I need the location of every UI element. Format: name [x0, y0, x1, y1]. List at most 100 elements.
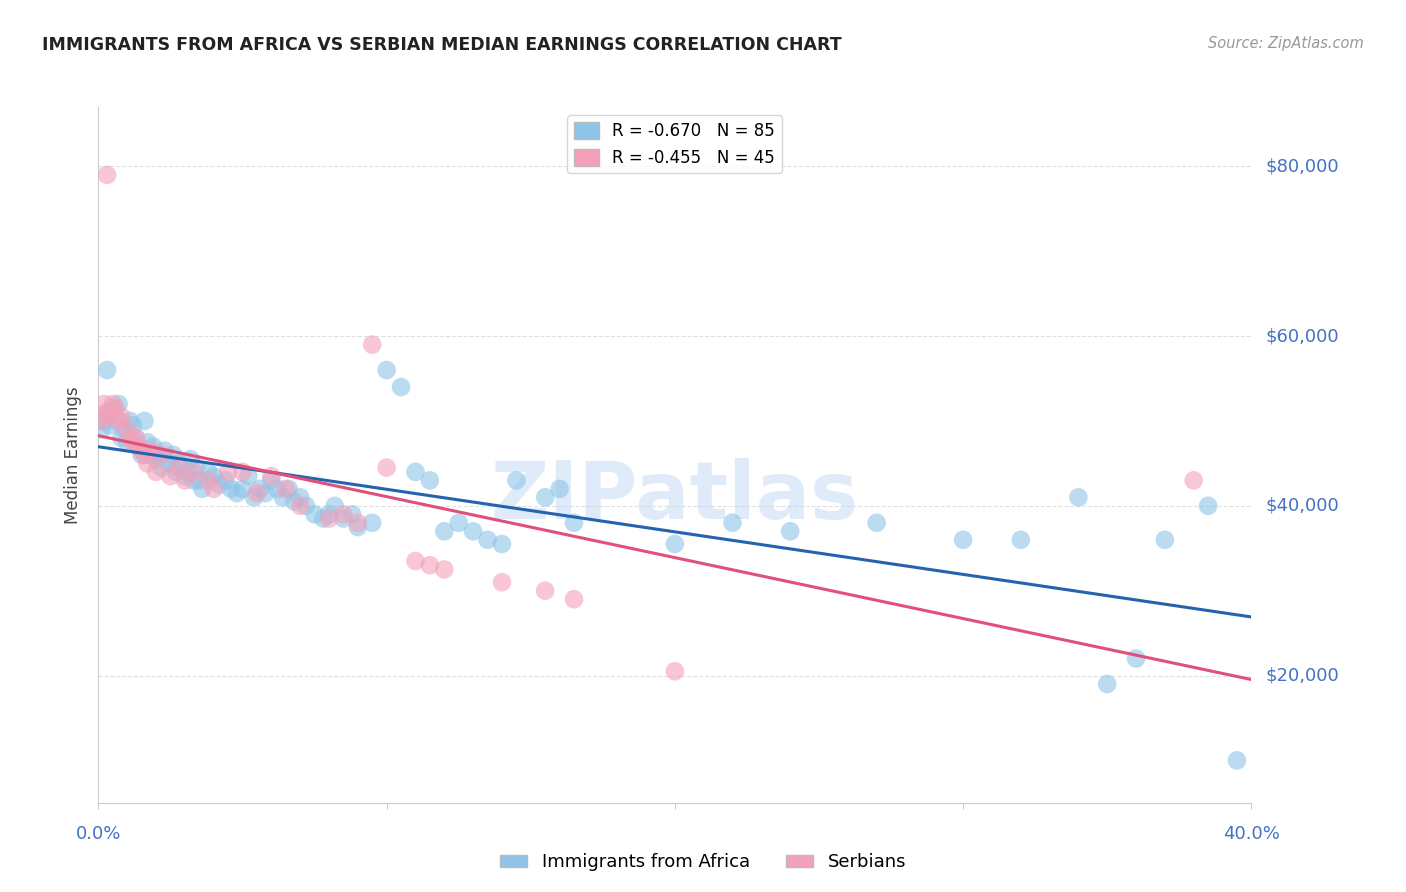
Legend: Immigrants from Africa, Serbians: Immigrants from Africa, Serbians	[494, 847, 912, 879]
Point	[231, 482, 254, 496]
Point	[231, 465, 254, 479]
Text: $80,000: $80,000	[1265, 157, 1339, 176]
Point	[96, 405, 118, 419]
Point	[405, 465, 427, 479]
Point	[254, 486, 277, 500]
Point	[139, 443, 162, 458]
Text: ZIPatlas: ZIPatlas	[491, 458, 859, 536]
Point	[491, 575, 513, 590]
Point	[243, 491, 266, 505]
Point	[214, 474, 236, 488]
Point	[562, 592, 585, 607]
Point	[112, 422, 135, 436]
Point	[332, 511, 354, 525]
Point	[202, 469, 225, 483]
Point	[197, 474, 219, 488]
Point	[96, 405, 118, 419]
Point	[266, 482, 288, 496]
Point	[174, 474, 197, 488]
Point	[93, 397, 115, 411]
Point	[238, 469, 260, 483]
Point	[1010, 533, 1032, 547]
Point	[120, 431, 142, 445]
Point	[183, 474, 205, 488]
Point	[159, 469, 181, 483]
Point	[318, 511, 340, 525]
Point	[150, 448, 173, 462]
Point	[98, 418, 121, 433]
Point	[249, 482, 271, 496]
Point	[96, 168, 118, 182]
Point	[491, 537, 513, 551]
Point	[375, 460, 398, 475]
Point	[191, 482, 214, 496]
Point	[134, 448, 156, 462]
Point	[346, 520, 368, 534]
Point	[419, 474, 441, 488]
Point	[433, 524, 456, 539]
Point	[90, 414, 112, 428]
Point	[90, 422, 112, 436]
Point	[664, 537, 686, 551]
Point	[419, 558, 441, 573]
Point	[283, 494, 305, 508]
Point	[664, 665, 686, 679]
Point	[107, 414, 129, 428]
Point	[122, 418, 145, 433]
Point	[1125, 651, 1147, 665]
Point	[562, 516, 585, 530]
Point	[104, 414, 127, 428]
Point	[375, 363, 398, 377]
Point	[295, 499, 318, 513]
Text: $20,000: $20,000	[1265, 666, 1339, 684]
Point	[477, 533, 499, 547]
Point	[120, 414, 142, 428]
Point	[332, 508, 354, 522]
Point	[1097, 677, 1119, 691]
Text: 0.0%: 0.0%	[76, 825, 121, 843]
Point	[1153, 533, 1175, 547]
Point	[162, 448, 184, 462]
Point	[117, 435, 138, 450]
Point	[128, 439, 150, 453]
Point	[107, 397, 129, 411]
Point	[389, 380, 412, 394]
Point	[186, 460, 208, 475]
Point	[318, 508, 340, 522]
Point	[174, 469, 197, 483]
Point	[779, 524, 801, 539]
Point	[167, 457, 190, 471]
Point	[534, 583, 557, 598]
Point	[277, 482, 299, 496]
Point	[260, 469, 283, 483]
Point	[290, 499, 312, 513]
Point	[110, 431, 132, 445]
Point	[219, 482, 242, 496]
Point	[1067, 491, 1090, 505]
Point	[117, 422, 138, 436]
Point	[866, 516, 889, 530]
Point	[1197, 499, 1219, 513]
Point	[104, 401, 127, 416]
Point	[202, 482, 225, 496]
Point	[1226, 753, 1249, 767]
Point	[271, 491, 294, 505]
Point	[225, 486, 247, 500]
Point	[101, 401, 124, 416]
Legend: R = -0.670   N = 85, R = -0.455   N = 45: R = -0.670 N = 85, R = -0.455 N = 45	[568, 115, 782, 173]
Point	[136, 435, 159, 450]
Point	[433, 562, 456, 576]
Point	[447, 516, 470, 530]
Point	[98, 409, 121, 424]
Point	[361, 516, 384, 530]
Y-axis label: Median Earnings: Median Earnings	[65, 386, 83, 524]
Point	[110, 409, 132, 424]
Point	[260, 474, 283, 488]
Point	[548, 482, 571, 496]
Text: Source: ZipAtlas.com: Source: ZipAtlas.com	[1208, 36, 1364, 51]
Point	[101, 397, 124, 411]
Point	[217, 465, 239, 479]
Point	[136, 457, 159, 471]
Point	[142, 439, 165, 453]
Text: IMMIGRANTS FROM AFRICA VS SERBIAN MEDIAN EARNINGS CORRELATION CHART: IMMIGRANTS FROM AFRICA VS SERBIAN MEDIAN…	[42, 36, 842, 54]
